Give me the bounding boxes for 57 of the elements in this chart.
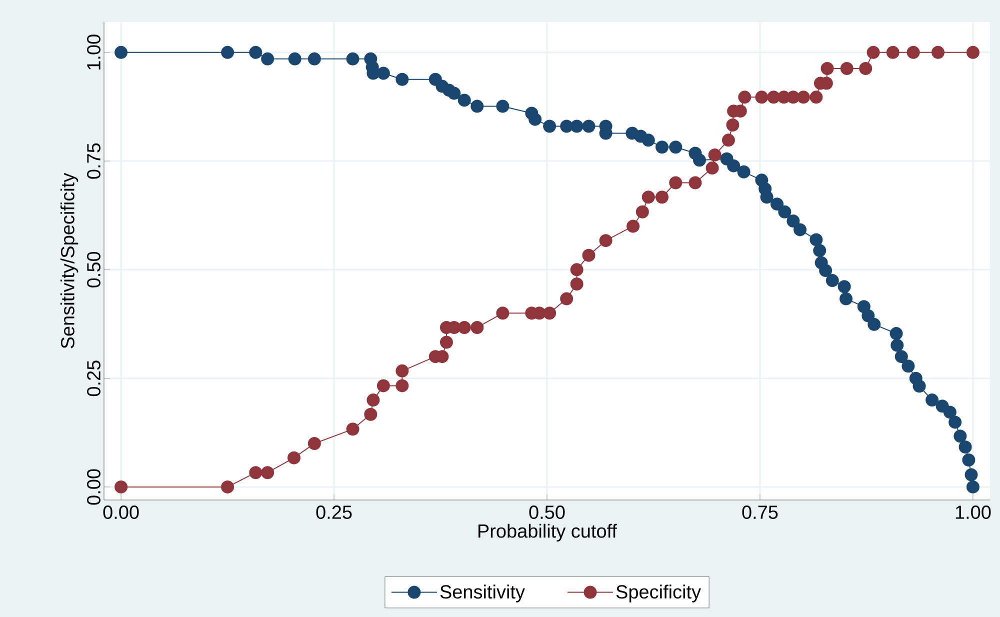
x-axis-title: Probability cutoff bbox=[478, 524, 618, 542]
y-tick-label: 0.75 bbox=[87, 143, 100, 179]
point bbox=[308, 437, 321, 450]
point bbox=[496, 306, 510, 320]
point bbox=[458, 320, 471, 334]
point bbox=[796, 90, 810, 104]
point bbox=[722, 134, 735, 147]
point bbox=[726, 118, 740, 132]
point bbox=[221, 480, 234, 494]
point bbox=[932, 46, 945, 59]
x-tick-label: 0.50 bbox=[529, 506, 565, 519]
point bbox=[906, 46, 920, 59]
point bbox=[599, 234, 612, 248]
point bbox=[261, 466, 274, 480]
point bbox=[866, 46, 880, 59]
x-tick-label: 0.25 bbox=[316, 506, 352, 519]
point bbox=[376, 379, 390, 392]
point bbox=[642, 190, 655, 204]
legend-label: Specificity bbox=[616, 584, 701, 602]
point bbox=[755, 90, 768, 104]
point bbox=[287, 451, 300, 464]
point bbox=[706, 161, 719, 174]
point bbox=[820, 62, 834, 75]
point bbox=[669, 176, 682, 190]
point bbox=[688, 176, 702, 190]
point bbox=[570, 278, 584, 291]
point bbox=[840, 62, 854, 75]
point bbox=[560, 292, 574, 306]
y-tick-label: 1.00 bbox=[87, 34, 100, 70]
point bbox=[249, 466, 262, 480]
point bbox=[366, 394, 380, 407]
point bbox=[886, 46, 900, 59]
point bbox=[570, 263, 584, 276]
y-tick-label: 0.50 bbox=[87, 252, 100, 288]
point bbox=[543, 306, 556, 320]
legend-label: Sensitivity bbox=[440, 584, 525, 602]
x-tick-label: 1.00 bbox=[956, 506, 991, 519]
point bbox=[582, 248, 596, 262]
x-tick-label: 0.00 bbox=[103, 506, 139, 519]
y-axis-title: Sensitivity/Specificity bbox=[60, 172, 78, 348]
point bbox=[810, 90, 823, 104]
point bbox=[738, 90, 752, 104]
point bbox=[656, 190, 669, 204]
point bbox=[626, 220, 640, 233]
point bbox=[470, 320, 484, 334]
point bbox=[114, 480, 128, 494]
point bbox=[636, 205, 649, 218]
point bbox=[364, 408, 378, 421]
point bbox=[708, 148, 722, 162]
point bbox=[440, 336, 453, 349]
y-tick-label: 0.25 bbox=[87, 360, 100, 396]
point bbox=[396, 379, 409, 392]
point bbox=[859, 62, 872, 75]
point bbox=[346, 422, 360, 436]
x-tick-label: 0.75 bbox=[742, 506, 778, 519]
point bbox=[396, 364, 409, 378]
point bbox=[966, 46, 980, 59]
